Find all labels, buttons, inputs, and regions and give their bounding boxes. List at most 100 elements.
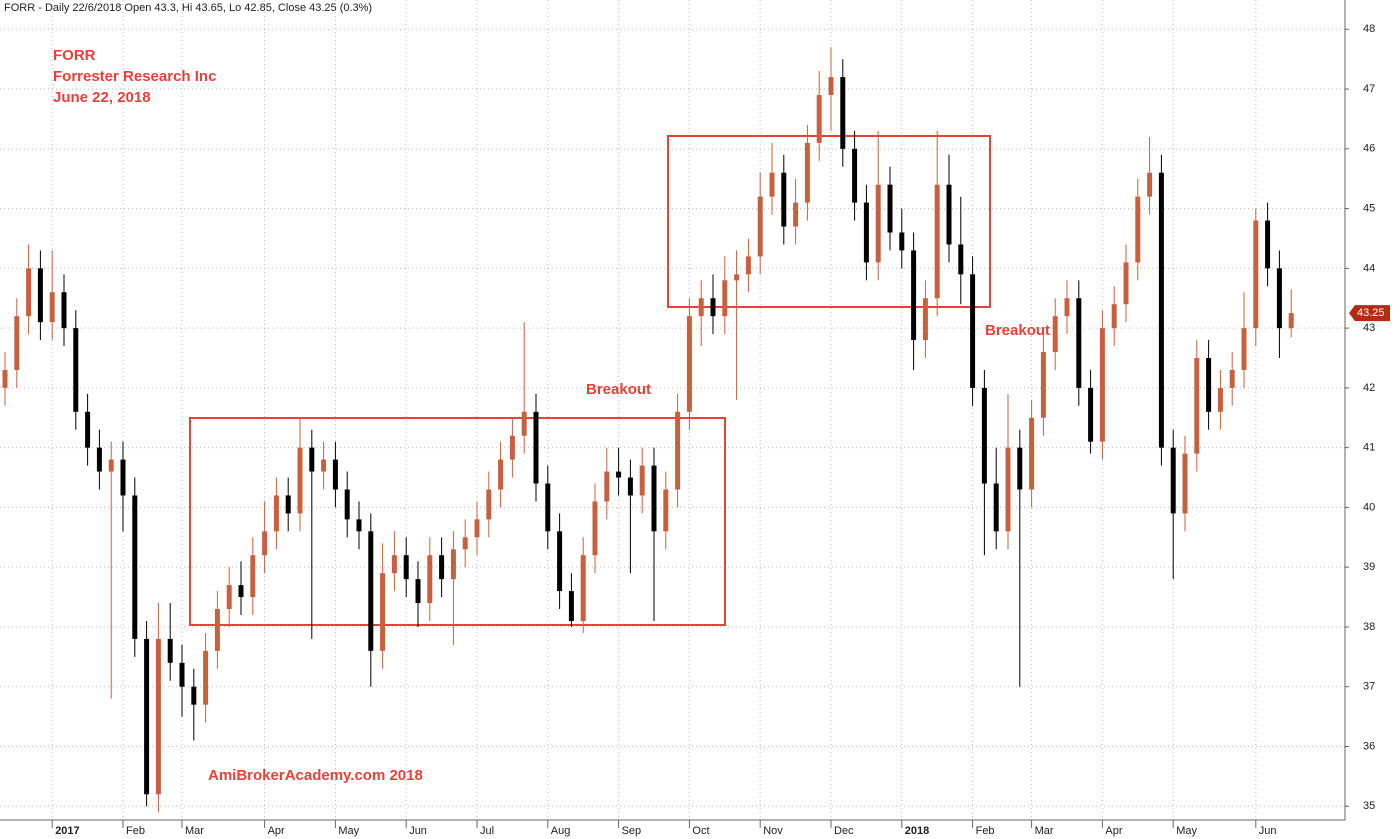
candle-body: [73, 328, 79, 412]
x-tick-label: Nov: [763, 825, 783, 837]
y-tick-label: 41: [1363, 442, 1375, 454]
candle-body: [1029, 417, 1035, 490]
candle-body: [568, 591, 574, 621]
x-tick-label: Feb: [126, 825, 145, 837]
candle-body: [663, 489, 669, 532]
candle-body: [981, 387, 987, 484]
candle-body: [120, 459, 126, 496]
candle-body: [214, 609, 220, 651]
y-tick-label: 40: [1363, 501, 1375, 513]
range-box: [667, 135, 991, 308]
candle-body: [427, 555, 433, 604]
candle-body: [26, 268, 32, 317]
company-label: Forrester Research Inc: [53, 68, 216, 85]
candle-body: [167, 638, 173, 663]
candle-body: [745, 256, 751, 275]
range-box: [189, 417, 726, 626]
candle-body: [368, 531, 374, 651]
candle-body: [1017, 447, 1023, 490]
candle-body: [85, 411, 91, 448]
candle-body: [1217, 387, 1223, 412]
candle-body: [179, 662, 185, 687]
candle-body: [828, 77, 834, 96]
candle-body: [332, 459, 338, 490]
x-tick-label: Oct: [692, 825, 709, 837]
candle-body: [686, 316, 692, 412]
candle-body: [557, 531, 563, 592]
candle-body: [852, 148, 858, 203]
candle-body: [1158, 172, 1164, 448]
x-tick-label: May: [1176, 825, 1197, 837]
candle-body: [1064, 298, 1070, 317]
candle-body: [144, 638, 150, 795]
candle-body: [450, 549, 456, 580]
candle-body: [226, 585, 232, 610]
annotation: Breakout: [985, 322, 1050, 339]
candle-body: [793, 202, 799, 227]
candle-body: [627, 477, 633, 496]
candle-body: [757, 196, 763, 257]
candle-body: [1229, 369, 1235, 388]
y-tick-label: 39: [1363, 561, 1375, 573]
candle-body: [132, 495, 138, 639]
candle-body: [698, 298, 704, 317]
candle-body: [1288, 313, 1294, 329]
x-tick-label: Apr: [268, 825, 285, 837]
candle-body: [380, 573, 386, 651]
candle-body: [344, 489, 350, 520]
candle-body: [486, 489, 492, 520]
candle-body: [462, 537, 468, 550]
x-tick-label: Mar: [1035, 825, 1054, 837]
candle-body: [203, 650, 209, 705]
candle-body: [993, 483, 999, 532]
x-tick-label: Sep: [622, 825, 642, 837]
candle-body: [273, 495, 279, 532]
y-tick-label: 36: [1363, 740, 1375, 752]
candle-body: [439, 555, 445, 580]
x-tick-label: Jun: [1259, 825, 1277, 837]
candle-body: [1135, 196, 1141, 263]
candle-body: [734, 274, 740, 281]
candle-body: [1099, 328, 1105, 442]
last-price-label: 43.25: [1357, 307, 1385, 319]
candle-body: [840, 77, 846, 149]
candle-body: [1206, 358, 1212, 412]
candle-body: [285, 495, 291, 514]
candle-body: [875, 184, 881, 263]
candle-body: [415, 579, 421, 604]
candle-body: [1111, 304, 1117, 329]
candle-body: [250, 555, 256, 598]
candle-body: [887, 184, 893, 233]
x-tick-label: 2018: [905, 825, 929, 837]
candle-body: [1265, 220, 1271, 269]
chart-title: FORR - Daily 22/6/2018 Open 43.3, Hi 43.…: [4, 2, 372, 14]
watermark: AmiBrokerAcademy.com 2018: [208, 767, 423, 784]
x-tick-label: Apr: [1105, 825, 1122, 837]
x-tick-label: Dec: [834, 825, 854, 837]
candle-body: [816, 95, 822, 143]
x-tick-label: Aug: [551, 825, 571, 837]
candle-body: [934, 184, 940, 299]
candle-body: [922, 298, 928, 341]
candle-body: [155, 638, 161, 795]
candle-body: [403, 555, 409, 580]
candle-body: [1182, 453, 1188, 514]
x-tick-label: Jun: [409, 825, 427, 837]
candle-body: [651, 465, 657, 532]
x-tick-label: May: [338, 825, 359, 837]
candle-body: [639, 465, 645, 496]
y-tick-label: 45: [1363, 202, 1375, 214]
x-tick-label: Mar: [185, 825, 204, 837]
candle-body: [1040, 352, 1046, 418]
ticker-label: FORR: [53, 47, 96, 64]
y-tick-label: 48: [1363, 23, 1375, 35]
y-tick-label: 46: [1363, 143, 1375, 155]
candle-body: [1241, 328, 1247, 370]
candle-body: [592, 501, 598, 556]
candle-body: [1253, 220, 1259, 329]
candle-body: [675, 411, 681, 490]
candle-body: [1147, 172, 1153, 197]
candle-body: [309, 447, 315, 472]
y-tick-label: 47: [1363, 83, 1375, 95]
candle-body: [297, 447, 303, 514]
